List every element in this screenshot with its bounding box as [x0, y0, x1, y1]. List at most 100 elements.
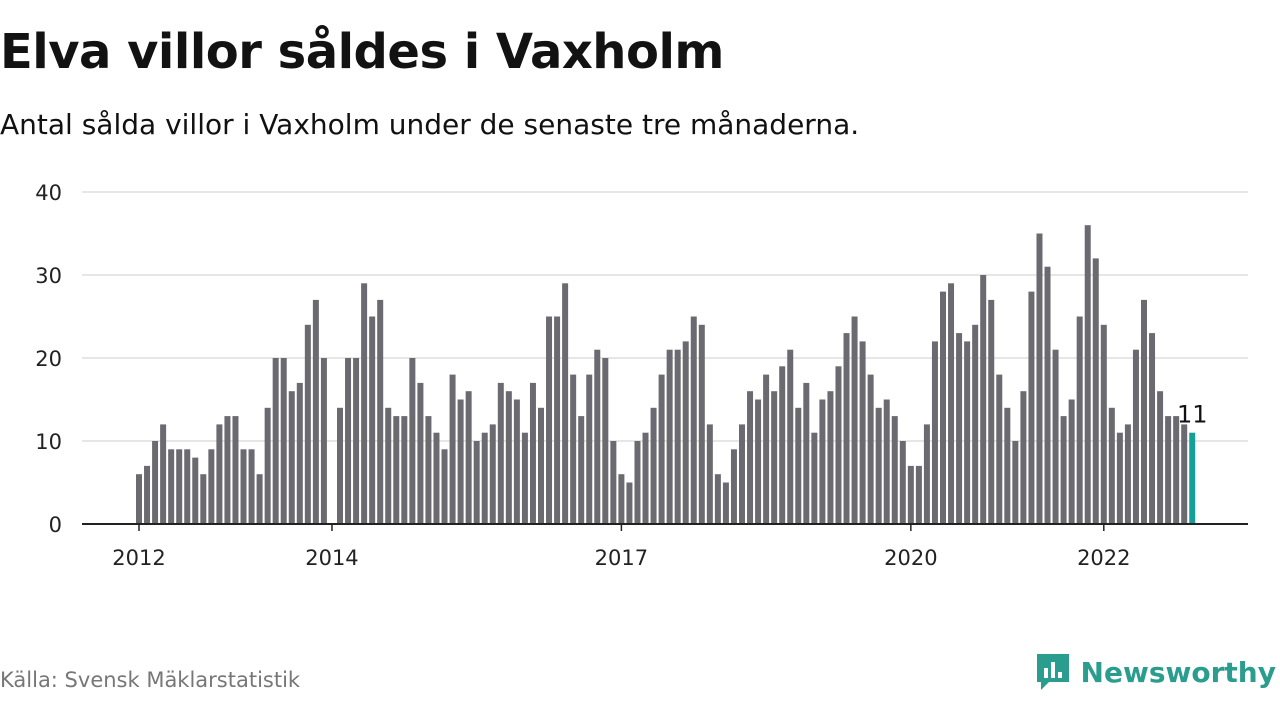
bar	[931, 341, 938, 524]
bar	[1052, 349, 1059, 524]
source-note: Källa: Svensk Mäklarstatistik	[0, 668, 301, 692]
bar	[996, 374, 1003, 524]
bar	[907, 465, 914, 524]
brand-name: Newsworthy	[1080, 655, 1276, 689]
bar	[891, 416, 898, 524]
bar	[867, 374, 874, 524]
bar	[377, 299, 384, 524]
bar	[859, 341, 866, 524]
bar	[827, 391, 834, 524]
bar	[851, 316, 858, 524]
bar	[136, 474, 142, 524]
bar	[570, 374, 577, 524]
bar	[425, 416, 432, 524]
bar	[819, 399, 826, 524]
bars	[136, 225, 1196, 524]
bar	[948, 283, 955, 524]
bar	[1084, 225, 1091, 524]
bar	[1076, 316, 1083, 524]
bar	[562, 283, 569, 524]
bar	[401, 416, 408, 524]
bar	[240, 449, 247, 524]
bar	[980, 275, 987, 524]
bar	[546, 316, 553, 524]
bar	[409, 358, 416, 524]
bar	[610, 441, 617, 524]
annotations: 11	[1177, 401, 1208, 429]
bar	[835, 366, 842, 524]
bar	[433, 432, 440, 524]
bar	[843, 333, 850, 524]
bar	[730, 449, 737, 524]
bar	[650, 407, 657, 524]
bar	[200, 474, 207, 524]
bar	[481, 432, 488, 524]
bar	[232, 416, 239, 524]
bar	[1141, 299, 1147, 524]
bar	[513, 399, 520, 524]
y-tick-label: 20	[35, 347, 62, 371]
bar	[441, 449, 448, 524]
bar	[923, 424, 930, 524]
y-tick-label: 30	[35, 264, 62, 288]
bar	[393, 416, 400, 524]
bar	[763, 374, 770, 524]
bar	[184, 449, 191, 524]
bar	[1100, 324, 1107, 524]
bar	[457, 399, 464, 524]
highlight-value-label: 11	[1177, 401, 1208, 429]
bar	[875, 407, 882, 524]
bar	[369, 316, 376, 524]
bar	[602, 358, 609, 524]
bar	[312, 299, 319, 524]
bar	[256, 474, 263, 524]
bar	[538, 407, 544, 524]
bar	[160, 424, 167, 524]
bar	[634, 441, 641, 524]
bar	[264, 407, 271, 524]
bar	[144, 465, 151, 524]
bar	[578, 416, 585, 524]
y-axis-ticks: 0 10 20 30 40	[35, 181, 62, 537]
bar	[1116, 432, 1123, 524]
x-tick-label: 2017	[595, 546, 648, 570]
x-tick-label: 2022	[1077, 546, 1130, 570]
bar	[972, 324, 979, 524]
bar	[755, 399, 762, 524]
bar	[1060, 416, 1067, 524]
bar	[176, 449, 183, 524]
bar	[915, 465, 922, 524]
bar	[690, 316, 697, 524]
bar	[224, 416, 231, 524]
bar	[803, 382, 810, 524]
bar	[337, 407, 343, 524]
bar	[626, 482, 633, 524]
bar	[674, 349, 681, 524]
bar	[940, 291, 946, 524]
bar	[722, 482, 729, 524]
bar	[296, 382, 303, 524]
y-tick-label: 10	[35, 430, 62, 454]
bar	[714, 474, 721, 524]
bar	[465, 391, 472, 524]
bar	[345, 358, 352, 524]
bar	[1124, 424, 1131, 524]
bar	[1108, 407, 1115, 524]
bar	[1165, 416, 1172, 524]
bar	[666, 349, 673, 524]
bar	[883, 399, 890, 524]
bar	[288, 391, 295, 524]
bar	[280, 358, 287, 524]
bar	[594, 349, 601, 524]
bar	[1068, 399, 1075, 524]
bar	[682, 341, 689, 524]
bar	[1157, 391, 1164, 524]
bar	[272, 358, 279, 524]
bar	[811, 432, 818, 524]
bar	[248, 449, 255, 524]
bar	[787, 349, 794, 524]
newsworthy-logo-icon	[1036, 654, 1069, 690]
bar	[795, 407, 802, 524]
bar	[304, 324, 311, 524]
bar	[956, 333, 963, 524]
